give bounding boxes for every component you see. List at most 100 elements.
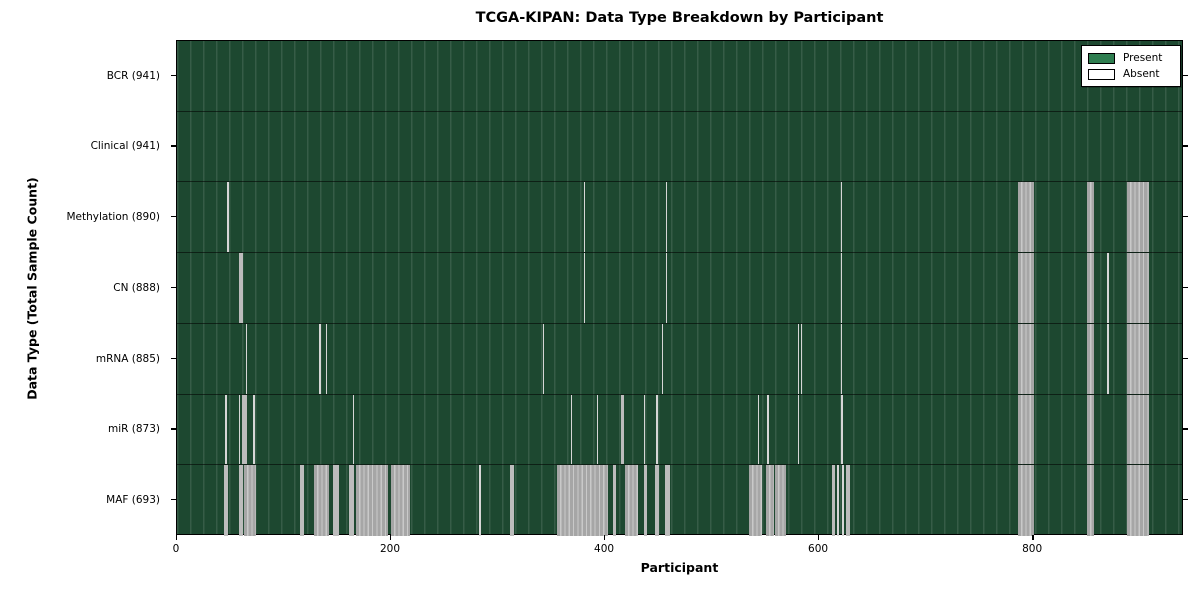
absent-bar — [612, 465, 616, 536]
absent-bar — [665, 465, 671, 536]
absent-bar — [300, 465, 305, 536]
absent-bar — [1086, 324, 1095, 394]
absent-bar — [224, 465, 229, 536]
x-tick-mark — [1032, 535, 1034, 540]
absent-bar — [840, 395, 843, 464]
absent-bar — [775, 465, 786, 536]
y-tick-mark — [1183, 357, 1188, 360]
absent-bar — [661, 324, 664, 394]
absent-bar — [841, 465, 844, 536]
absent-bar — [625, 465, 639, 536]
absent-bar — [840, 324, 842, 394]
y-tick-mark — [1183, 498, 1188, 501]
y-tick-mark — [171, 145, 176, 147]
absent-bar — [239, 465, 244, 536]
absent-bar — [583, 182, 586, 252]
absent-bar — [1127, 465, 1149, 536]
y-tick-label-methylation: Methylation (890) — [66, 210, 160, 223]
absent-bar — [319, 324, 321, 394]
absent-bar — [837, 465, 840, 536]
y-tick-label-cn: CN (888) — [113, 281, 160, 294]
x-tick-mark — [176, 535, 178, 540]
y-tick-label-mir: miR (873) — [107, 423, 160, 435]
y-tick-mark — [171, 428, 176, 430]
chart-title: TCGA-KIPAN: Data Type Breakdown by Parti… — [475, 10, 884, 26]
absent-bar — [239, 395, 241, 464]
y-tick-mark — [171, 498, 176, 501]
y-tick-mark — [1183, 428, 1188, 430]
absent-bar — [1086, 182, 1095, 252]
absent-bar — [478, 465, 481, 536]
absent-swatch-icon — [1088, 68, 1115, 80]
heatmap-row-bcr — [177, 41, 1182, 112]
absent-bar — [655, 465, 659, 536]
absent-bar — [1086, 395, 1095, 464]
absent-bar — [765, 465, 775, 536]
absent-bar — [1086, 253, 1095, 323]
x-tick-label-800: 800 — [1022, 543, 1043, 555]
x-tick-mark — [818, 535, 820, 540]
absent-bar — [349, 465, 354, 536]
absent-bar — [748, 465, 763, 536]
y-tick-mark — [1183, 286, 1188, 289]
y-tick-label-maf: MAF (693) — [106, 493, 160, 506]
y-tick-mark — [1183, 74, 1188, 77]
absent-bar — [797, 395, 800, 464]
absent-bar — [1127, 395, 1149, 464]
absent-bar — [1086, 465, 1095, 536]
plot-area — [176, 40, 1183, 536]
absent-bar — [656, 395, 658, 464]
absent-bar — [325, 324, 328, 394]
heatmap-row-cn — [177, 253, 1182, 324]
absent-bar — [758, 395, 760, 464]
absent-bar — [314, 465, 329, 536]
x-tick-label-400: 400 — [594, 543, 615, 555]
x-tick-mark — [604, 535, 606, 540]
absent-bar — [1107, 324, 1110, 394]
absent-bar — [253, 395, 256, 464]
absent-bar — [797, 324, 800, 394]
absent-bar — [666, 182, 668, 252]
heatmap-row-mir — [177, 395, 1182, 465]
absent-bar — [666, 253, 668, 323]
y-tick-label-bcr: BCR (941) — [106, 69, 160, 82]
absent-bar — [556, 465, 609, 536]
absent-bar — [1018, 324, 1035, 394]
absent-bar — [242, 395, 247, 464]
legend-absent-label: Absent — [1123, 68, 1160, 80]
absent-bar — [643, 395, 645, 464]
heatmap-row-mrna — [177, 324, 1182, 395]
y-tick-label-clinical: Clinical (941) — [90, 140, 160, 152]
legend: Present Absent — [1081, 45, 1181, 87]
absent-bar — [244, 465, 257, 536]
absent-bar — [1018, 182, 1035, 252]
absent-bar — [840, 253, 842, 323]
absent-bar — [766, 395, 769, 464]
absent-bar — [621, 395, 625, 464]
x-tick-label-200: 200 — [379, 543, 401, 555]
absent-bar — [391, 465, 411, 536]
absent-bar — [355, 465, 388, 536]
y-tick-mark — [171, 215, 176, 218]
absent-bar — [1127, 182, 1149, 252]
absent-bar — [352, 395, 354, 464]
x-tick-label-0: 0 — [172, 543, 180, 555]
heatmap-row-maf — [177, 465, 1182, 536]
absent-bar — [1018, 253, 1035, 323]
y-tick-mark — [1183, 145, 1188, 147]
absent-bar — [1127, 324, 1149, 394]
absent-bar — [643, 465, 647, 536]
y-tick-label-mrna: mRNA (885) — [95, 352, 160, 365]
absent-bar — [583, 253, 586, 323]
y-tick-mark — [171, 74, 176, 77]
y-tick-mark — [171, 286, 176, 289]
heatmap-row-clinical — [177, 112, 1182, 182]
absent-bar — [1107, 253, 1110, 323]
absent-bar — [1127, 253, 1149, 323]
absent-bar — [543, 324, 545, 394]
heatmap-row-methylation — [177, 182, 1182, 253]
absent-bar — [509, 465, 515, 536]
absent-bar — [1018, 465, 1035, 536]
legend-entry-present: Present — [1088, 50, 1174, 66]
absent-bar — [596, 395, 598, 464]
